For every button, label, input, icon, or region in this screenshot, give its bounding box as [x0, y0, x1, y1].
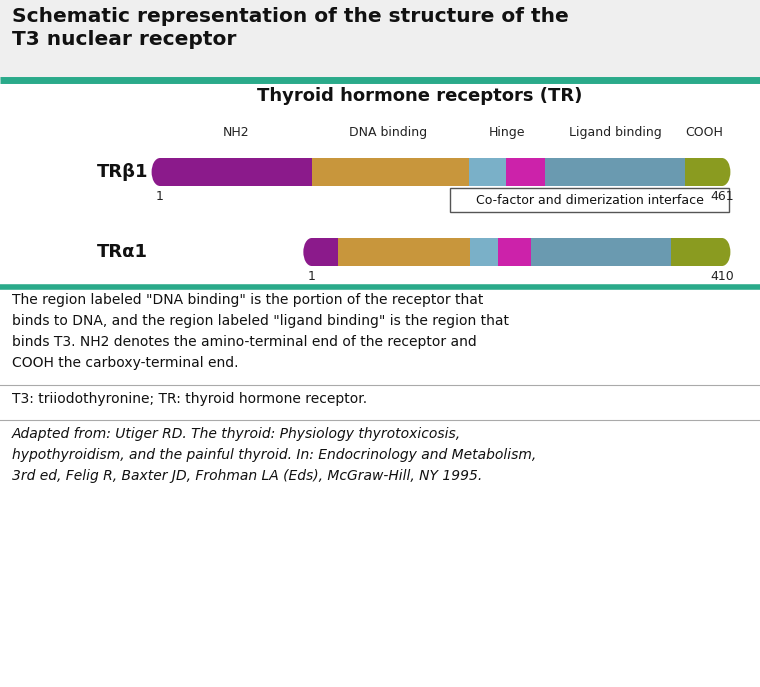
Text: Co-factor and dimerization interface: Co-factor and dimerization interface: [476, 194, 704, 207]
Text: Schematic representation of the structure of the
T3 nuclear receptor: Schematic representation of the structur…: [12, 7, 568, 49]
Bar: [671, 238, 722, 266]
Bar: [686, 158, 722, 186]
Ellipse shape: [303, 238, 320, 266]
Ellipse shape: [151, 158, 169, 186]
Text: TRα1: TRα1: [97, 243, 148, 261]
Text: Hinge: Hinge: [489, 126, 525, 139]
Text: Ligand binding: Ligand binding: [568, 126, 662, 139]
Bar: [531, 238, 671, 266]
Text: 461: 461: [710, 190, 734, 203]
Text: COOH: COOH: [685, 126, 723, 139]
Text: Adapted from: Utiger RD. The thyroid: Physiology thyrotoxicosis,
hypothyroidism,: Adapted from: Utiger RD. The thyroid: Ph…: [12, 427, 537, 483]
Bar: [338, 238, 470, 266]
Bar: [312, 158, 469, 186]
Ellipse shape: [714, 238, 730, 266]
Bar: [545, 158, 686, 186]
Bar: [499, 238, 531, 266]
Text: Thyroid hormone receptors (TR): Thyroid hormone receptors (TR): [258, 87, 583, 105]
Text: The region labeled "DNA binding" is the portion of the receptor that
binds to DN: The region labeled "DNA binding" is the …: [12, 293, 509, 370]
Bar: [312, 238, 338, 266]
Text: T3: triiodothyronine; TR: thyroid hormone receptor.: T3: triiodothyronine; TR: thyroid hormon…: [12, 392, 367, 406]
Text: 1: 1: [156, 190, 164, 203]
Text: 1: 1: [308, 270, 315, 283]
Bar: [505, 158, 545, 186]
Text: 410: 410: [710, 270, 734, 283]
Bar: [0, 0, 760, 80]
Ellipse shape: [714, 158, 730, 186]
Bar: [160, 158, 312, 186]
FancyBboxPatch shape: [450, 188, 729, 212]
Bar: [469, 158, 505, 186]
Bar: [470, 238, 499, 266]
Text: NH2: NH2: [223, 126, 249, 139]
Text: DNA binding: DNA binding: [349, 126, 426, 139]
Text: TRβ1: TRβ1: [97, 163, 148, 181]
